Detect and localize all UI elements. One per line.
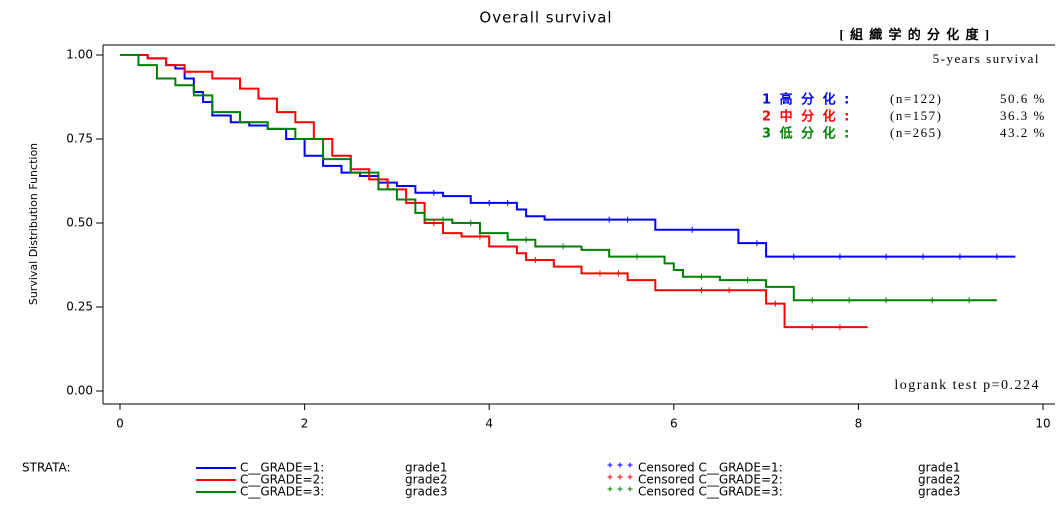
survival-curve <box>120 54 997 302</box>
censor-mark <box>476 233 483 240</box>
x-tick-label: 8 <box>855 417 863 431</box>
censor-mark <box>633 253 640 260</box>
strata-rate: 43.2 % <box>1000 125 1046 140</box>
x-tick-label: 0 <box>116 417 124 431</box>
strata-label: 2 中 分 化 : <box>762 109 851 125</box>
strata-label: 1 高 分 化 : <box>762 92 851 108</box>
censor-mark <box>809 297 816 304</box>
annotation: logrank test p=0.224 <box>894 378 1040 393</box>
legend-censor <box>627 474 633 480</box>
y-tick-label: 1.00 <box>66 48 93 62</box>
strata-n: (n=265) <box>890 125 943 140</box>
censor-mark <box>920 253 927 260</box>
censor-mark <box>753 240 760 247</box>
legend-censored-name: Censored C__GRADE=2: <box>638 473 783 487</box>
censor-mark <box>929 297 936 304</box>
censor-mark <box>523 236 530 243</box>
x-tick-label: 10 <box>1035 417 1050 431</box>
censor-mark <box>883 253 890 260</box>
censor-mark <box>532 256 539 263</box>
y-tick-label: 0.75 <box>66 132 93 146</box>
legend-censored-group: grade3 <box>918 485 961 499</box>
subheader: 5-years survival <box>933 51 1040 66</box>
strata-n: (n=157) <box>890 108 943 123</box>
censor-mark <box>698 287 705 294</box>
censor-mark <box>993 253 1000 260</box>
censor-mark <box>698 273 705 280</box>
censor-mark <box>486 199 493 206</box>
legend-censor <box>617 462 623 468</box>
legend-censored-name: Censored C__GRADE=1: <box>638 461 783 475</box>
censor-mark <box>846 297 853 304</box>
x-tick-label: 4 <box>485 417 493 431</box>
survival-curve <box>120 54 868 329</box>
y-tick-label: 0.00 <box>66 384 93 398</box>
strata-rate: 50.6 % <box>1000 91 1046 106</box>
survival-curve <box>120 54 1016 258</box>
legend-censored-group: grade2 <box>918 473 961 487</box>
censor-mark <box>596 270 603 277</box>
censor-mark <box>615 270 622 277</box>
censor-mark <box>883 297 890 304</box>
legend-title: STRATA: <box>22 461 71 475</box>
y-axis-label: Survival Distribution Function <box>27 143 40 305</box>
legend-censored-name: Censored C__GRADE=3: <box>638 485 783 499</box>
legend-group: grade2 <box>405 473 448 487</box>
censor-mark <box>606 216 613 223</box>
strata-label: 3 低 分 化 : <box>762 126 851 142</box>
censor-mark <box>809 324 816 331</box>
strata-rate: 36.3 % <box>1000 108 1046 123</box>
censor-mark <box>430 220 437 226</box>
censor-mark <box>689 226 696 233</box>
legend-name: C__GRADE=2: <box>240 473 324 487</box>
censor-mark <box>504 199 511 206</box>
legend-censor <box>607 462 613 468</box>
y-tick-label: 0.25 <box>66 300 93 314</box>
legend-censor <box>617 486 623 492</box>
legend-group: grade3 <box>405 485 448 499</box>
censor-mark <box>836 324 843 331</box>
legend-name: C__GRADE=1: <box>240 461 324 475</box>
strata-n: (n=122) <box>890 91 943 106</box>
censor-mark <box>790 253 797 260</box>
censor-mark <box>956 253 963 260</box>
legend-censor <box>607 474 613 480</box>
header: [ 組 織 学 的 分 化 度 ] <box>839 27 990 42</box>
legend-censor <box>627 462 633 468</box>
censor-mark <box>560 243 567 250</box>
censor-mark <box>726 287 733 294</box>
legend-name: C__GRADE=3: <box>240 485 324 499</box>
censor-mark <box>772 300 779 307</box>
y-tick-label: 0.50 <box>66 216 93 230</box>
censor-mark <box>966 297 973 304</box>
x-tick-label: 6 <box>670 417 678 431</box>
legend-group: grade1 <box>405 461 448 475</box>
censor-mark <box>836 253 843 260</box>
censor-mark <box>744 277 751 284</box>
legend-censor <box>617 474 623 480</box>
censor-mark <box>624 216 631 223</box>
censor-mark <box>467 220 474 226</box>
x-tick-label: 2 <box>301 417 309 431</box>
legend-censored-group: grade1 <box>918 461 961 475</box>
chart-title: Overall survival <box>479 9 612 27</box>
censor-mark <box>440 216 447 223</box>
legend-censor <box>627 486 633 492</box>
censor-mark <box>430 189 437 196</box>
legend-censor <box>607 486 613 492</box>
